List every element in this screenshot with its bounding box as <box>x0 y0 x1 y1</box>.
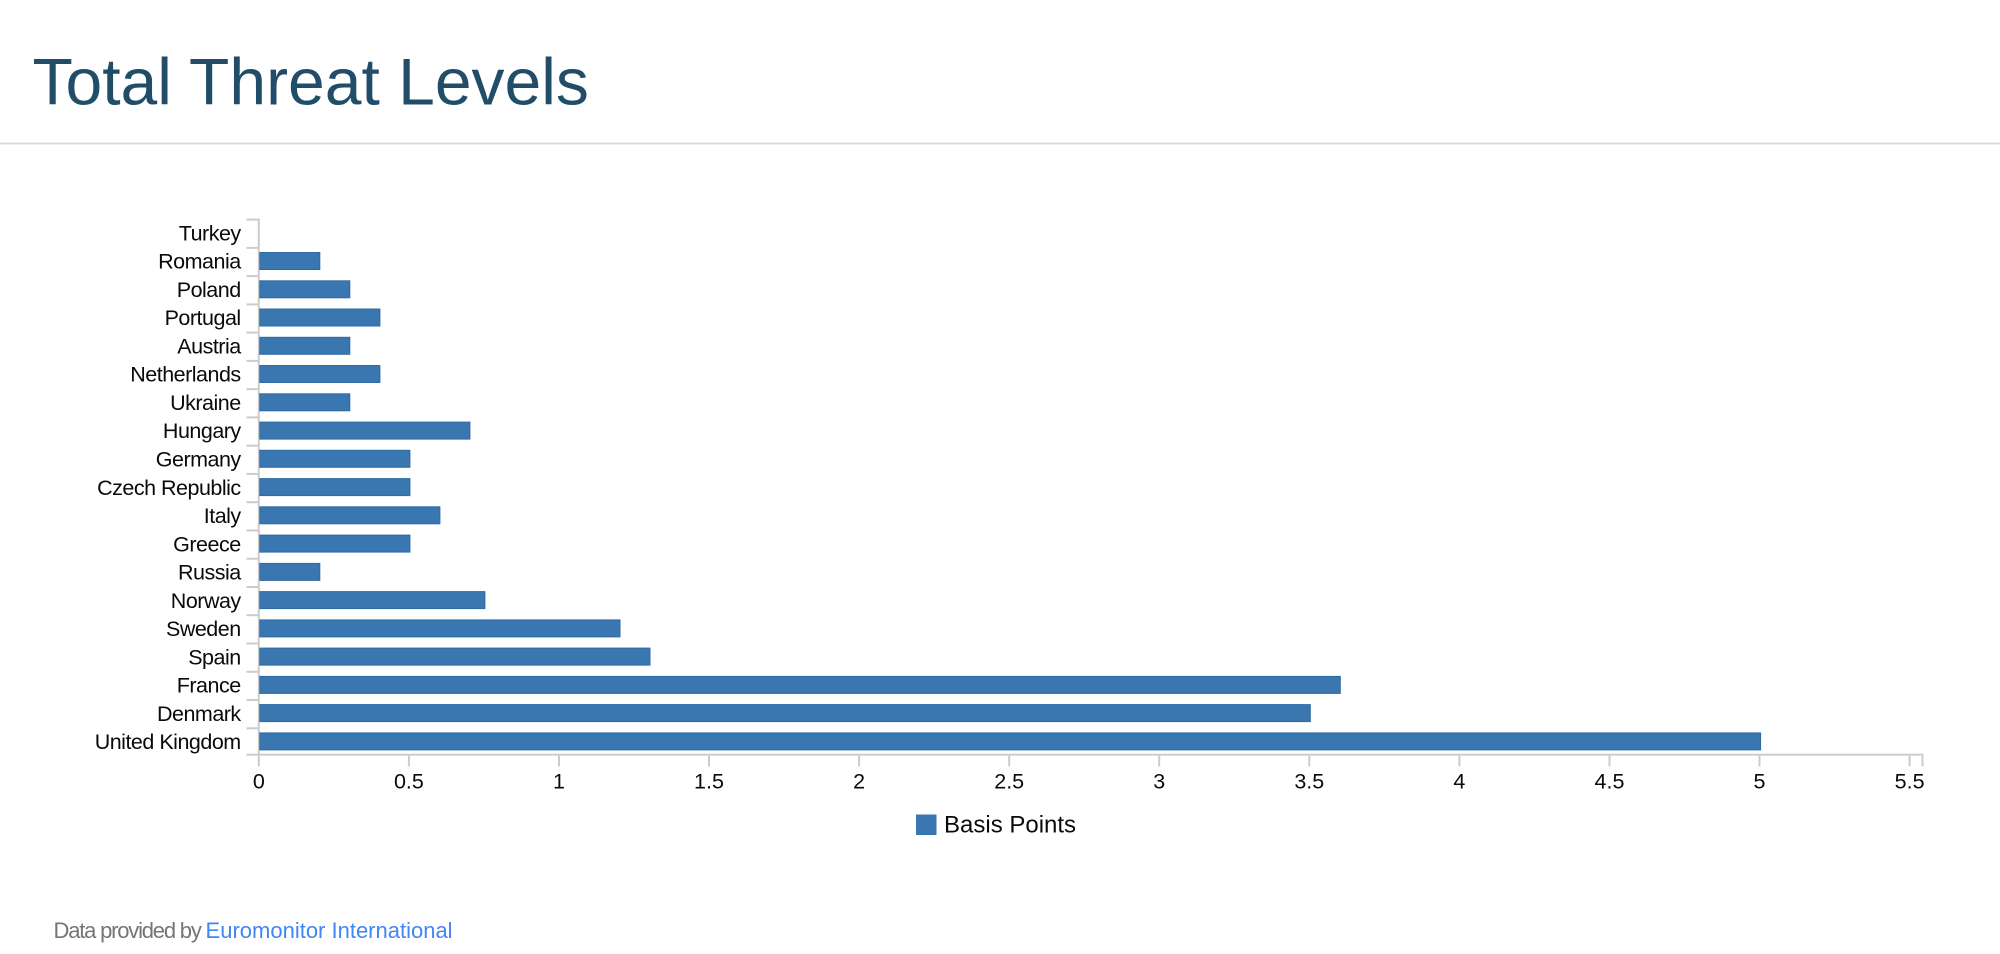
svg-text:Greece: Greece <box>173 532 241 556</box>
svg-text:Data provided by Euromonitor I: Data provided by Euromonitor Internation… <box>54 918 453 943</box>
svg-text:3.5: 3.5 <box>1294 770 1324 794</box>
svg-text:2: 2 <box>853 770 865 794</box>
svg-text:Total Threat Levels: Total Threat Levels <box>33 45 589 119</box>
svg-text:5: 5 <box>1754 770 1766 794</box>
svg-text:Hungary: Hungary <box>163 419 242 443</box>
svg-text:1.5: 1.5 <box>694 770 724 794</box>
svg-text:0: 0 <box>253 770 265 794</box>
svg-text:Netherlands: Netherlands <box>130 363 240 387</box>
svg-text:3: 3 <box>1153 770 1165 794</box>
svg-text:Portugal: Portugal <box>165 306 241 330</box>
svg-text:Italy: Italy <box>204 504 242 528</box>
svg-text:France: France <box>177 674 241 698</box>
svg-text:Denmark: Denmark <box>157 702 241 726</box>
svg-text:Norway: Norway <box>171 589 242 613</box>
svg-text:2.5: 2.5 <box>994 770 1024 794</box>
svg-text:1: 1 <box>553 770 565 794</box>
svg-text:Poland: Poland <box>177 278 241 302</box>
svg-text:Spain: Spain <box>188 645 241 669</box>
svg-text:Russia: Russia <box>178 561 241 585</box>
svg-text:4: 4 <box>1453 770 1465 794</box>
svg-text:Germany: Germany <box>156 448 242 472</box>
svg-text:0.5: 0.5 <box>394 770 424 794</box>
svg-text:Sweden: Sweden <box>166 617 241 641</box>
svg-text:United Kingdom: United Kingdom <box>95 730 241 754</box>
svg-text:Czech Republic: Czech Republic <box>97 476 241 500</box>
svg-text:Basis Points: Basis Points <box>944 812 1076 839</box>
svg-text:Romania: Romania <box>158 250 241 274</box>
svg-text:Turkey: Turkey <box>179 221 242 245</box>
svg-text:Ukraine: Ukraine <box>170 391 241 415</box>
svg-text:Austria: Austria <box>177 335 241 359</box>
svg-text:5.5: 5.5 <box>1895 770 1925 794</box>
svg-text:4.5: 4.5 <box>1595 770 1625 794</box>
